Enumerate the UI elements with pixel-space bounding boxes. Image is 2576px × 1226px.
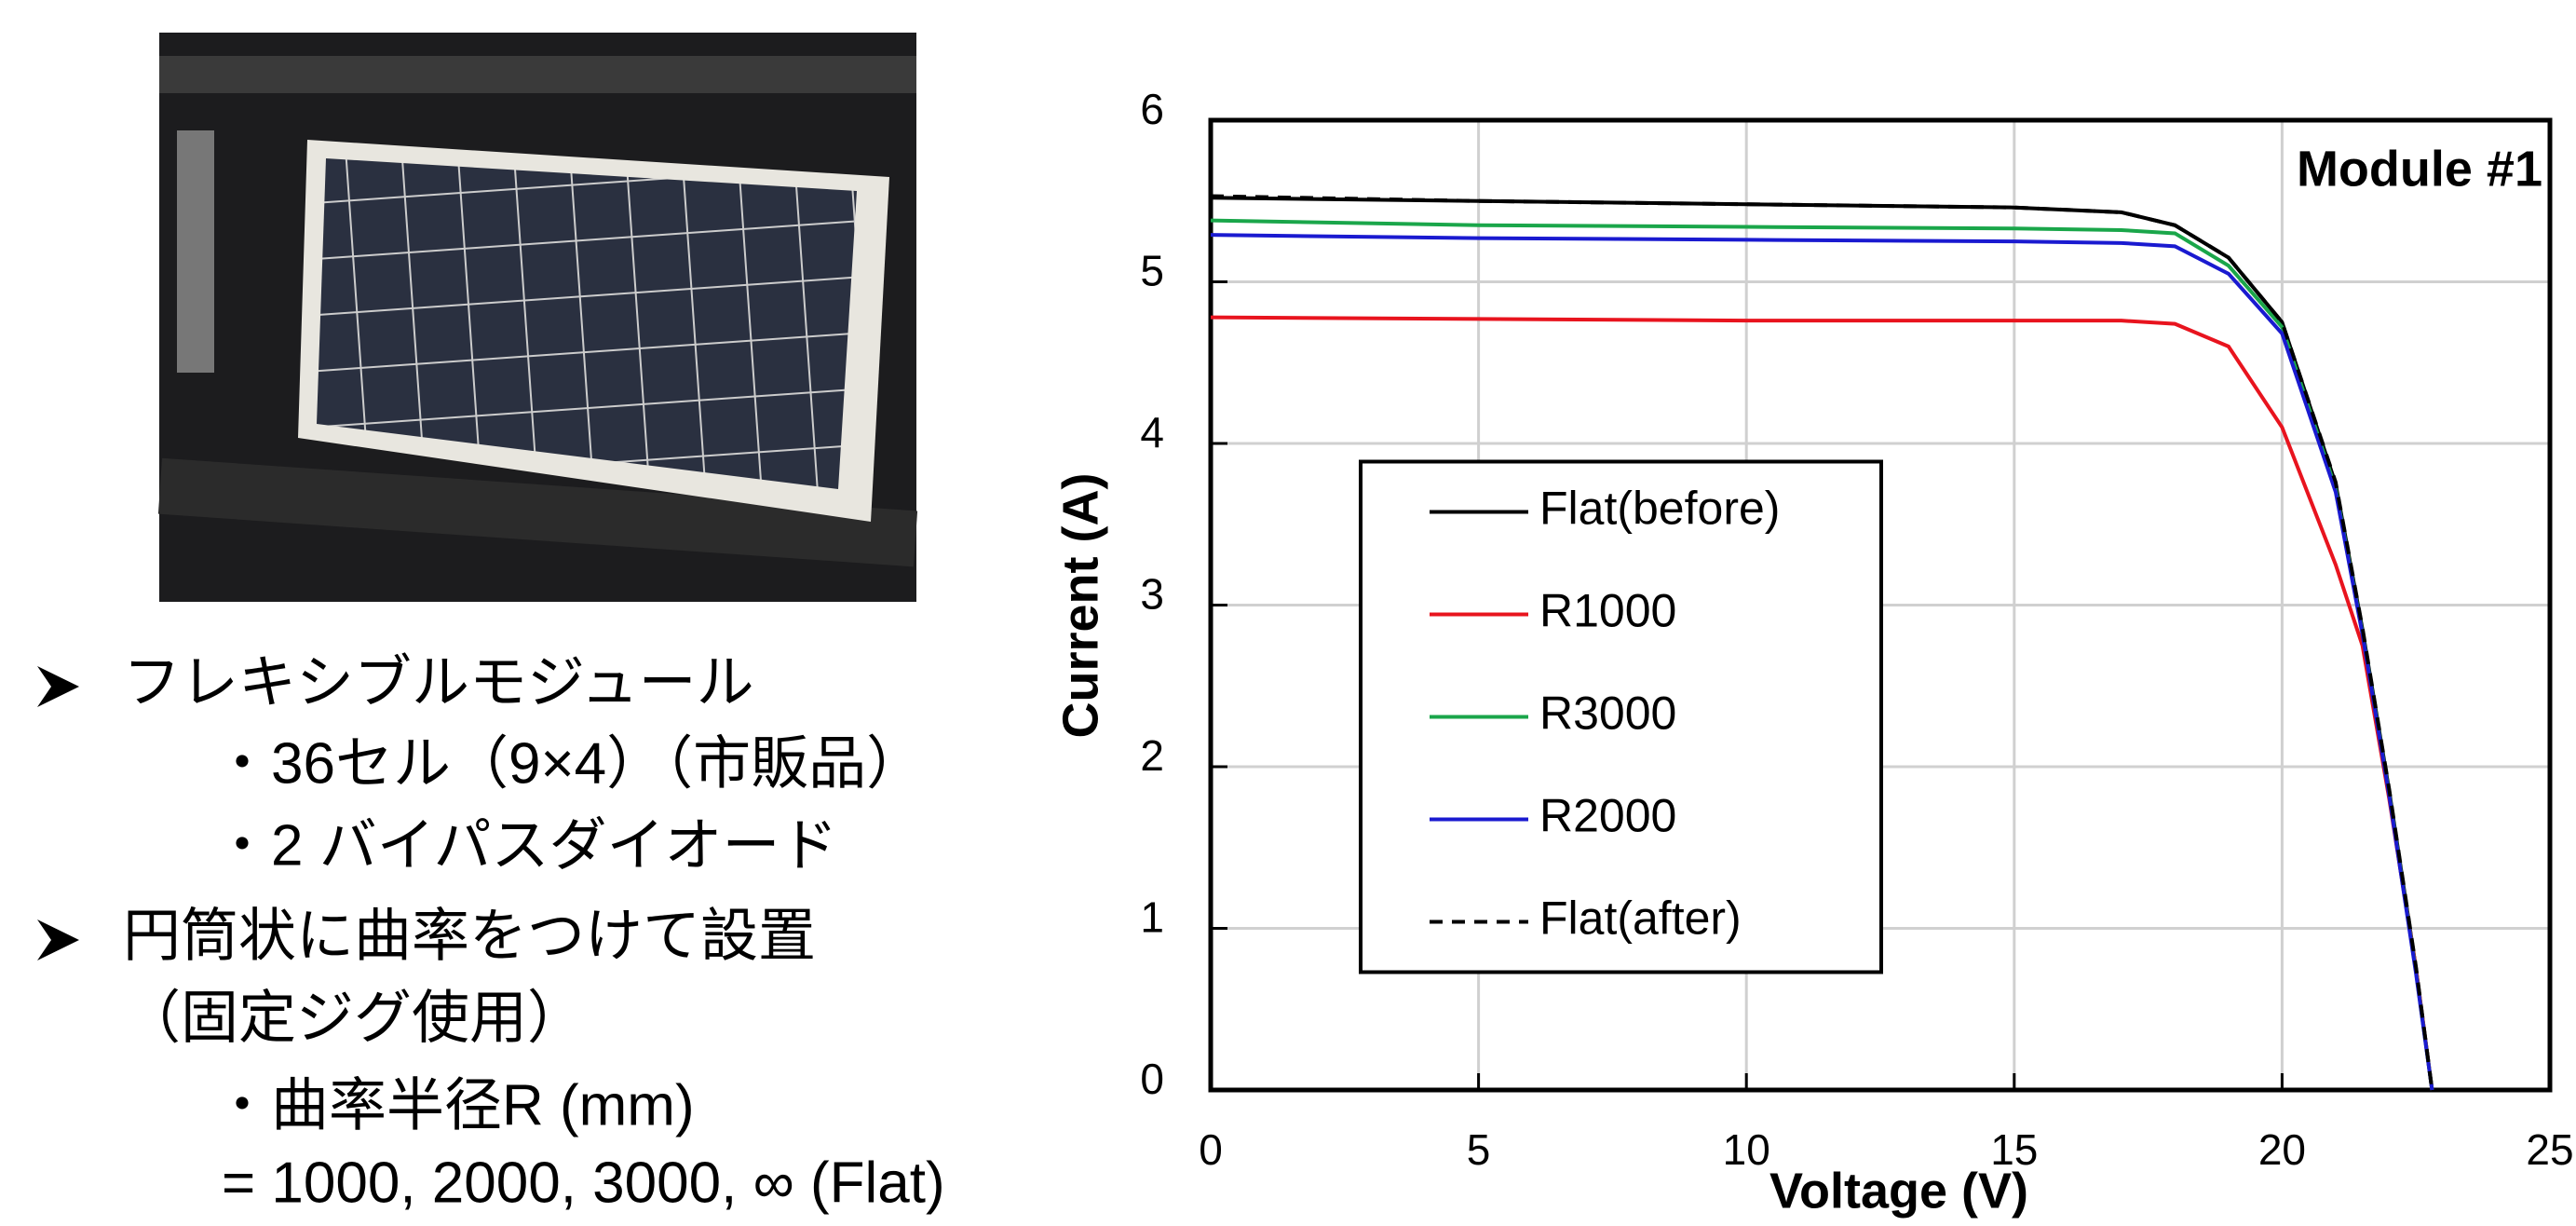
- y-tick-label: 0: [1140, 1055, 1164, 1103]
- bullet-text: フレキシブルモジュール: [123, 650, 754, 715]
- x-tick-label: 25: [2526, 1125, 2573, 1174]
- bullet-text: 円筒状に曲率をつけて設置: [123, 904, 816, 968]
- bullet-text: ・曲率半径R (mm): [213, 1073, 695, 1137]
- legend-label: R2000: [1539, 790, 1676, 842]
- slide: フレキシブルモジュール・36セル（9×4）（市販品） ・2 バイパスダイオード円筒…: [0, 0, 2576, 1226]
- bullet-arrow: [37, 666, 79, 707]
- y-tick-label: 2: [1140, 731, 1164, 780]
- bullet-text: （固定ジグ使用）: [123, 986, 585, 1050]
- x-tick-label: 5: [1467, 1125, 1491, 1174]
- bullet-text: = 1000, 2000, 3000, ∞ (Flat): [222, 1151, 945, 1215]
- legend-label: Flat(after): [1539, 892, 1742, 945]
- y-tick-label: 6: [1140, 85, 1164, 133]
- bullet-arrow: [37, 920, 79, 960]
- y-tick-label: 5: [1140, 247, 1164, 295]
- x-tick-label: 10: [1723, 1125, 1770, 1174]
- y-tick-label: 4: [1140, 408, 1164, 456]
- page: フレキシブルモジュール・36セル（9×4）（市販品） ・2 バイパスダイオード円筒…: [0, 0, 2576, 1226]
- y-tick-label: 3: [1140, 570, 1164, 619]
- x-tick-label: 20: [2258, 1125, 2306, 1174]
- legend-label: R3000: [1539, 688, 1676, 740]
- y-axis-label: Current (A): [1052, 473, 1108, 739]
- x-tick-label: 0: [1199, 1125, 1223, 1174]
- x-axis-label: Voltage (V): [1769, 1163, 2028, 1219]
- legend-label: R1000: [1539, 585, 1676, 637]
- bullet-text: ・2 バイパスダイオード: [213, 813, 837, 878]
- legend-label: Flat(before): [1539, 483, 1780, 535]
- chart-title: Module #1: [2297, 141, 2542, 197]
- bullet-list: フレキシブルモジュール・36セル（9×4）（市販品） ・2 バイパスダイオード円筒…: [37, 650, 945, 1215]
- y-tick-label: 1: [1140, 893, 1164, 942]
- photo: [158, 33, 917, 602]
- bullet-text: ・36セル（9×4）（市販品）: [213, 731, 924, 796]
